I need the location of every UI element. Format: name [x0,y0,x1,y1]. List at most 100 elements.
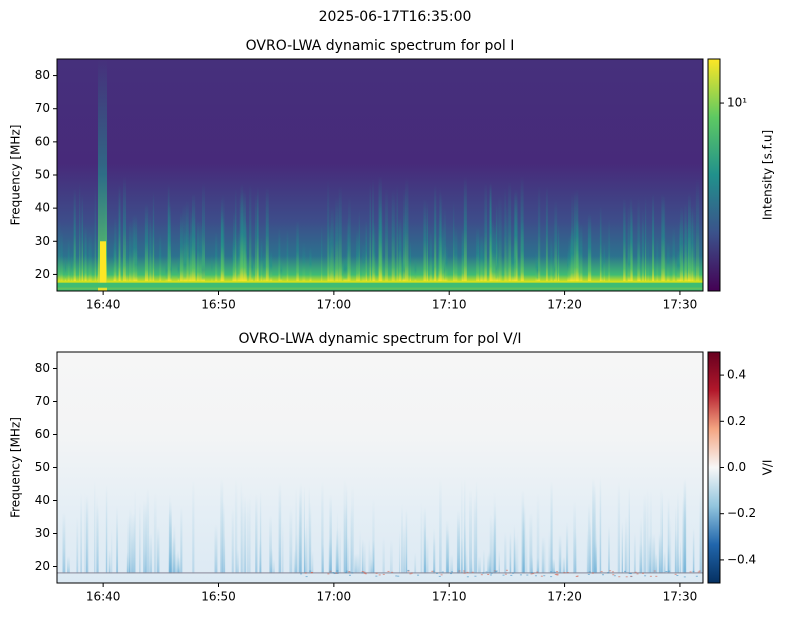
y-tick-label: 30 [35,234,50,248]
streak [196,219,199,282]
streak [365,219,367,282]
streak [108,549,111,574]
streak [149,532,153,574]
noise-dot [519,574,522,576]
streak [617,481,621,574]
streak [70,251,73,282]
noise-dot [490,572,493,574]
noise-dot [554,573,557,575]
noise-dot [512,572,515,574]
noise-dot [629,573,632,575]
colorbar-tick-label: 0.0 [727,460,746,474]
noise-dot [311,571,314,573]
x-tick-label: 16:40 [86,590,121,604]
streak [554,199,558,282]
colorbar-tick-label: 0.4 [727,368,746,382]
streak [432,257,436,282]
streak [168,508,172,574]
streak [659,534,663,574]
streak [647,237,649,282]
noise-dot [440,574,443,576]
noise-dot [587,573,590,575]
streak [188,231,192,282]
streak [505,202,508,282]
streak [245,220,248,282]
streak [118,184,121,282]
streak [514,189,518,282]
streak [680,206,683,282]
y-tick-label: 50 [35,168,50,182]
y-tick-label: 70 [35,101,50,115]
streak [531,557,534,574]
streak [156,526,160,574]
streak [231,506,234,574]
streak [293,549,297,574]
streak [685,220,689,282]
streak [385,188,388,282]
x-tick-label: 17:00 [317,298,352,312]
streak [67,556,70,574]
streak [535,252,538,282]
streak [656,236,659,282]
streak [498,195,502,282]
noise-dot [463,572,466,574]
noise-dot [644,575,647,577]
streak [443,207,446,282]
noise-dot [556,571,559,573]
noise-dot [375,575,378,577]
streak [463,519,466,574]
streak [403,524,406,574]
noise-dot [305,576,308,578]
noise-dot [410,572,413,574]
noise-dot [345,572,348,574]
streak [684,203,687,282]
streak [508,181,512,282]
noise-dot [395,575,398,577]
streak [389,539,393,574]
streak [185,201,189,282]
streak [198,220,202,282]
streak [177,557,181,574]
streak [491,219,494,282]
noise-dot [482,572,485,574]
streak [672,226,675,282]
streak [94,478,96,574]
noise-dot [697,571,700,573]
streak [80,492,82,574]
streak [132,215,135,282]
burst [100,241,106,285]
noise-dot [526,574,529,576]
streak [478,556,481,574]
streak [372,178,374,282]
streak [236,549,239,574]
streak [637,197,640,282]
band [57,282,703,288]
streak [550,480,553,574]
streak [131,533,134,574]
noise-dot [382,573,385,575]
streak [627,246,631,282]
noise-dot [432,570,435,572]
streak [336,529,338,574]
streak [483,549,485,574]
streak [682,496,686,574]
x-tick-label: 17:30 [663,298,698,312]
streak [649,490,652,574]
streak [537,184,541,282]
streak [402,250,404,282]
streak [364,540,366,574]
streak [270,548,273,574]
streak [679,539,682,574]
noise-dot [336,570,339,572]
streak [487,555,489,574]
y-tick-label: 20 [35,267,50,281]
streak [79,182,81,282]
noise-dot [450,571,453,573]
streak [273,559,275,574]
streak [541,535,545,574]
noise-dot [332,572,335,574]
streak [423,198,427,282]
streak [343,477,347,574]
noise-dot [510,574,513,576]
streak [73,188,76,282]
